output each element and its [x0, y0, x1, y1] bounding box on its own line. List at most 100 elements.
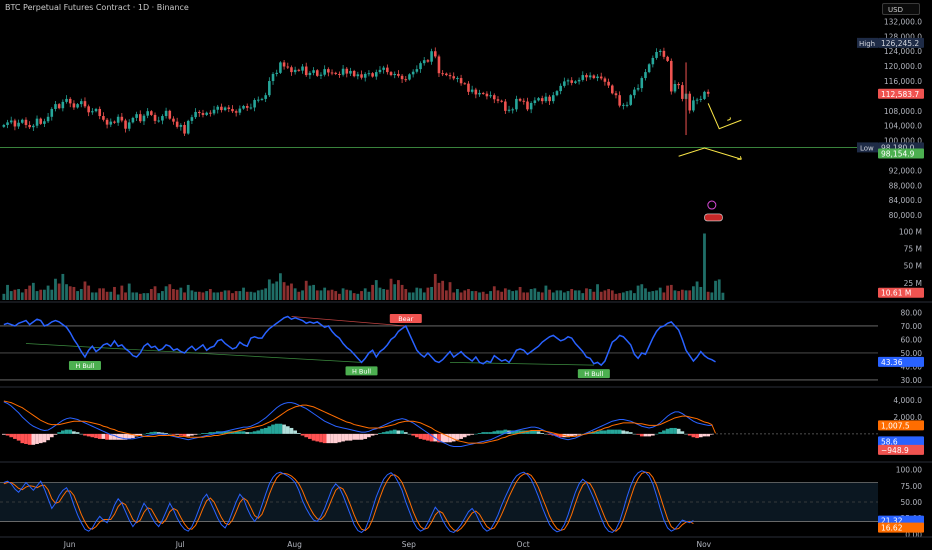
macd-hist-bar [53, 433, 58, 435]
macd-signal-value-tag: 58.6 [878, 436, 924, 447]
low-value: 98,180.0 [881, 143, 915, 152]
macd-hist-bar [208, 432, 213, 434]
stoch-axis-tick: 75.00 [901, 482, 923, 491]
rsi-last: 43.36 [881, 358, 903, 367]
candle-body [551, 95, 555, 102]
rsi-label-bg [389, 313, 422, 323]
volume-bar [201, 292, 205, 300]
macd-hist-bar [533, 430, 537, 434]
volume-bar [629, 290, 633, 300]
candle-body [57, 104, 61, 109]
volume-bar [330, 289, 334, 300]
candle-body [588, 75, 592, 78]
candle-body [98, 108, 102, 117]
last-price: 112,583.7 [881, 90, 919, 99]
volume-bar [444, 290, 448, 300]
volume-bar [625, 291, 629, 300]
volume-bar [352, 293, 356, 300]
macd-hist-bar [544, 433, 548, 435]
candle-body [695, 99, 699, 101]
candle-body [625, 104, 629, 106]
price-axis-tick: 100,000.0 [884, 137, 922, 146]
low-label-tag: Low [857, 142, 878, 153]
candle-body [533, 100, 537, 104]
volume-bar [245, 291, 249, 300]
volume-bar [658, 287, 662, 300]
price-axis-tick: 108,000.0 [884, 107, 922, 116]
volume-bar [393, 284, 397, 300]
macd-hist-bar [175, 433, 179, 435]
volume-bar [13, 289, 17, 300]
candle-body [633, 89, 636, 96]
volume-bar [138, 293, 142, 300]
volume-bar [17, 289, 20, 300]
candle-body [393, 73, 397, 76]
volume-bar [338, 293, 341, 300]
price-axis-tick: 92,000.0 [889, 166, 923, 175]
volume-bar [253, 292, 256, 300]
macd-hist-bar [142, 433, 146, 435]
stoch-d-value-tag: 16.62 [878, 522, 924, 533]
macd-value: 1,007.5 [881, 421, 910, 430]
yellow-arrow-up [707, 103, 742, 130]
candle-body [692, 100, 695, 111]
candle-body [315, 70, 319, 76]
volume-bar [90, 292, 94, 300]
macd-hist-bar [274, 423, 279, 434]
volume-bar [515, 290, 518, 300]
yellow-arrow-down [678, 147, 742, 160]
macd-hist-bar [256, 430, 261, 434]
candle-body [445, 73, 448, 76]
candle-body [596, 76, 599, 79]
volume-bar [422, 292, 426, 300]
candle-body [382, 67, 385, 70]
candle-body [323, 69, 326, 75]
macd-hist-bar [606, 429, 611, 434]
volume-bar [618, 293, 622, 300]
candle-body [544, 96, 548, 102]
volume-bar [677, 291, 681, 300]
volume-bar [334, 291, 338, 300]
low-label: Low [860, 144, 874, 152]
macd-hist-bar [510, 430, 515, 434]
candle-body [349, 70, 352, 74]
volume-bar [540, 292, 544, 300]
candle-body [334, 72, 338, 74]
candle-body [592, 75, 596, 79]
volume-bar [356, 293, 360, 300]
candle-body [94, 108, 98, 112]
volume-bar [496, 290, 500, 300]
macd-hist-bar [444, 433, 449, 443]
candle-body [264, 95, 267, 99]
macd-hist-bar [182, 433, 187, 437]
macd-hist-bar [190, 433, 194, 436]
macd-hist-bar [503, 429, 508, 434]
volume-bar [65, 284, 68, 300]
macd-hist-bar [451, 433, 456, 442]
x-axis-tick: Aug [287, 540, 302, 549]
candle-body [17, 122, 20, 127]
volume-bar [640, 284, 644, 300]
candle-body [474, 89, 478, 95]
volume-bar [633, 293, 636, 300]
candle-body [91, 111, 94, 113]
currency-button[interactable]: USD [882, 3, 920, 15]
candle-body [83, 101, 87, 107]
macd-hist-bar [101, 433, 106, 439]
x-axis-tick: Jun [63, 540, 76, 549]
high-value-tag: 126,245.2 [878, 37, 924, 48]
volume-bar [9, 291, 13, 300]
volume-bar [607, 289, 610, 300]
macd-hist-bar [20, 433, 25, 444]
macd-hist-bar [249, 432, 253, 434]
candle-body [662, 50, 666, 57]
volume-bar [621, 292, 625, 300]
volume-bar [566, 291, 570, 300]
volume-bar [79, 289, 83, 300]
macd-hist-bar [426, 433, 430, 441]
volume-bar [6, 284, 9, 300]
macd-hist-value-tag: −948.9 [878, 444, 924, 455]
macd-hist-bar [179, 433, 183, 436]
macd-hist-bar [322, 433, 327, 444]
